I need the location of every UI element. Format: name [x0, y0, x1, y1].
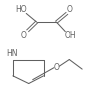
- Text: HO: HO: [15, 5, 27, 14]
- Text: HN: HN: [7, 49, 18, 58]
- Text: O: O: [21, 31, 27, 40]
- Text: O: O: [66, 5, 72, 14]
- Text: OH: OH: [65, 31, 77, 40]
- Text: O: O: [53, 63, 59, 72]
